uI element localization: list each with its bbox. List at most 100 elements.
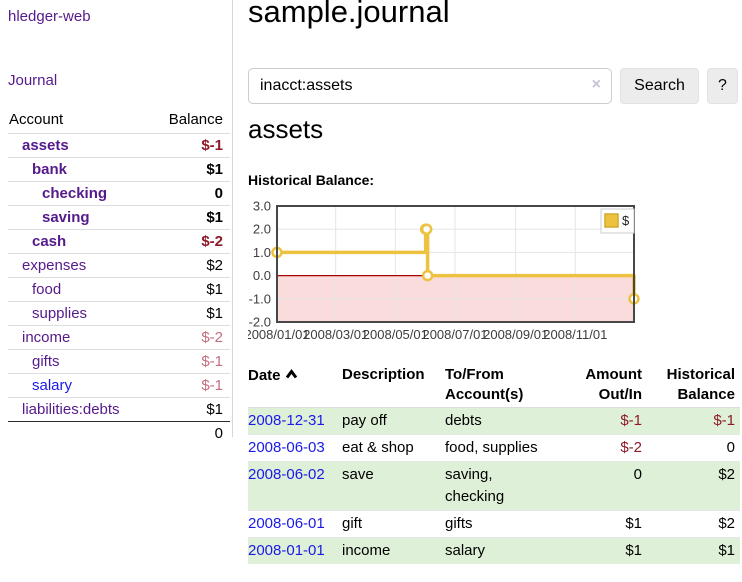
help-button[interactable]: ? (707, 68, 738, 104)
balance-chart: 3.0 2.0 1.0 0.0 -1.0 -2.0 2008/01/01 2008/03/01… (244, 198, 742, 348)
transaction-date-link[interactable]: 2008-06-01 (248, 515, 325, 532)
app-title-link[interactable]: hledger-web (8, 8, 91, 25)
account-row-income: income $-2 (8, 325, 230, 350)
account-balance: $-1 (150, 133, 230, 158)
column-header-date[interactable]: Date (248, 363, 342, 408)
legend-label: $ (622, 213, 630, 228)
register-row: 2008-06-01 gift gifts $1 $2 (248, 510, 740, 538)
accounts-header-balance: Balance (168, 111, 223, 128)
accounts-total-value: 0 (150, 421, 230, 445)
column-header-description[interactable]: Description (342, 363, 445, 408)
transaction-amount: 0 (555, 461, 647, 511)
account-row-gifts: gifts $-1 (8, 349, 230, 374)
account-row-liabilities-debts: liabilities:debts $1 (8, 397, 230, 422)
account-row-food: food $1 (8, 277, 230, 302)
transaction-date-link[interactable]: 2008-06-03 (248, 439, 325, 456)
main-content: sample.journal × Search ? assets Histori… (244, 0, 742, 582)
account-link-salary[interactable]: salary (32, 377, 73, 394)
transaction-accounts: food, supplies (445, 434, 555, 462)
account-balance: $-1 (150, 373, 230, 398)
register-row: 2008-06-03 eat & shop food, supplies $-2… (248, 434, 740, 462)
transaction-description: pay off (342, 407, 445, 435)
column-header-accounts[interactable]: To/From Account(s) (445, 363, 555, 408)
account-balance: $-2 (150, 229, 230, 254)
transaction-amount: $-1 (555, 407, 647, 435)
transaction-description: save (342, 461, 445, 511)
account-link-assets[interactable]: assets (22, 137, 69, 154)
column-header-balance[interactable]: Historical Balance (647, 363, 740, 408)
x-tick-label: 2008/05/01 (363, 327, 428, 342)
account-link-cash[interactable]: cash (32, 233, 67, 250)
transaction-amount: $1 (555, 537, 647, 564)
sidebar-item-journal[interactable]: Journal (8, 72, 58, 89)
accounts-table: Account Balance assets $-1 bank $1 check… (8, 108, 230, 445)
y-tick-label: 3.0 (253, 199, 271, 214)
account-balance: $1 (150, 301, 230, 326)
x-tick-label: 2008/03/01 (303, 327, 368, 342)
accounts-total-row: 0 (8, 421, 230, 445)
y-tick-label: 0.0 (253, 268, 271, 283)
chart-svg: 3.0 2.0 1.0 0.0 -1.0 -2.02008/01/012008/03/01… (244, 199, 640, 342)
data-point (421, 269, 434, 282)
transaction-accounts: saving, checking (445, 461, 555, 511)
transaction-amount: $-2 (555, 434, 647, 462)
transaction-balance: $2 (647, 461, 740, 511)
plot-border (276, 205, 635, 323)
x-tick-label: 2008/07/01 (422, 327, 487, 342)
account-balance: $1 (150, 277, 230, 302)
account-link-food[interactable]: food (32, 281, 62, 298)
account-heading: assets (248, 114, 324, 144)
chart-title: Historical Balance: (248, 172, 375, 188)
account-link-gifts[interactable]: gifts (32, 353, 60, 370)
transaction-description: income (342, 537, 445, 564)
account-row-assets: assets $-1 (8, 133, 230, 158)
data-point (420, 223, 433, 235)
account-link-bank[interactable]: bank (32, 161, 68, 178)
account-row-salary: salary $-1 (8, 373, 230, 398)
clear-search-icon[interactable]: × (591, 76, 601, 93)
transaction-balance: $1 (647, 537, 740, 564)
transaction-description: eat & shop (342, 434, 445, 462)
account-link-supplies[interactable]: supplies (32, 305, 88, 322)
account-balance: $1 (150, 205, 230, 230)
column-header-amount[interactable]: Amount Out/In (555, 363, 647, 408)
account-balance: 0 (150, 181, 230, 206)
account-row-expenses: expenses $2 (8, 253, 230, 278)
y-tick-label: 2.0 (253, 222, 271, 237)
transaction-balance: $-1 (647, 407, 740, 435)
account-link-checking[interactable]: checking (42, 185, 108, 202)
accounts-header-account: Account (9, 111, 64, 128)
account-link-liabilities-debts[interactable]: liabilities:debts (22, 401, 120, 418)
search-button[interactable]: Search (620, 68, 699, 104)
account-row-bank: bank $1 (8, 157, 230, 182)
transaction-date-link[interactable]: 2008-12-31 (248, 412, 325, 429)
account-balance: $2 (150, 253, 230, 278)
transaction-accounts: salary (445, 537, 555, 564)
app-title: hledger-web (8, 8, 232, 25)
transaction-date-link[interactable]: 2008-01-01 (248, 542, 325, 559)
x-tick-label: 2008/09/01 (483, 327, 548, 342)
register-row: 2008-06-02 save saving, checking 0 $2 (248, 461, 740, 511)
register-header-row: Date Description To/From Account(s) Amou… (248, 363, 740, 408)
search-form: × Search ? (248, 68, 742, 104)
page-title: sample.journal (248, 0, 450, 29)
account-link-income[interactable]: income (22, 329, 71, 346)
y-tick-label: 1.0 (253, 245, 271, 260)
sidebar-nav: Journal (8, 72, 232, 89)
account-link-expenses[interactable]: expenses (22, 257, 87, 274)
transaction-balance: $2 (647, 510, 740, 538)
account-row-cash: cash $-2 (8, 229, 230, 254)
transaction-accounts: debts (445, 407, 555, 435)
y-tick-label: -2.0 (249, 315, 271, 330)
register-table: Date Description To/From Account(s) Amou… (248, 363, 740, 564)
transaction-accounts: gifts (445, 510, 555, 538)
transaction-description: gift (342, 510, 445, 538)
account-row-supplies: supplies $1 (8, 301, 230, 326)
transaction-balance: 0 (647, 434, 740, 462)
account-balance: $1 (150, 397, 230, 422)
account-link-saving[interactable]: saving (42, 209, 90, 226)
search-input-wrap: × (248, 68, 612, 104)
search-input[interactable] (248, 68, 612, 104)
transaction-date-link[interactable]: 2008-06-02 (248, 466, 325, 483)
sort-asc-icon (285, 365, 298, 385)
